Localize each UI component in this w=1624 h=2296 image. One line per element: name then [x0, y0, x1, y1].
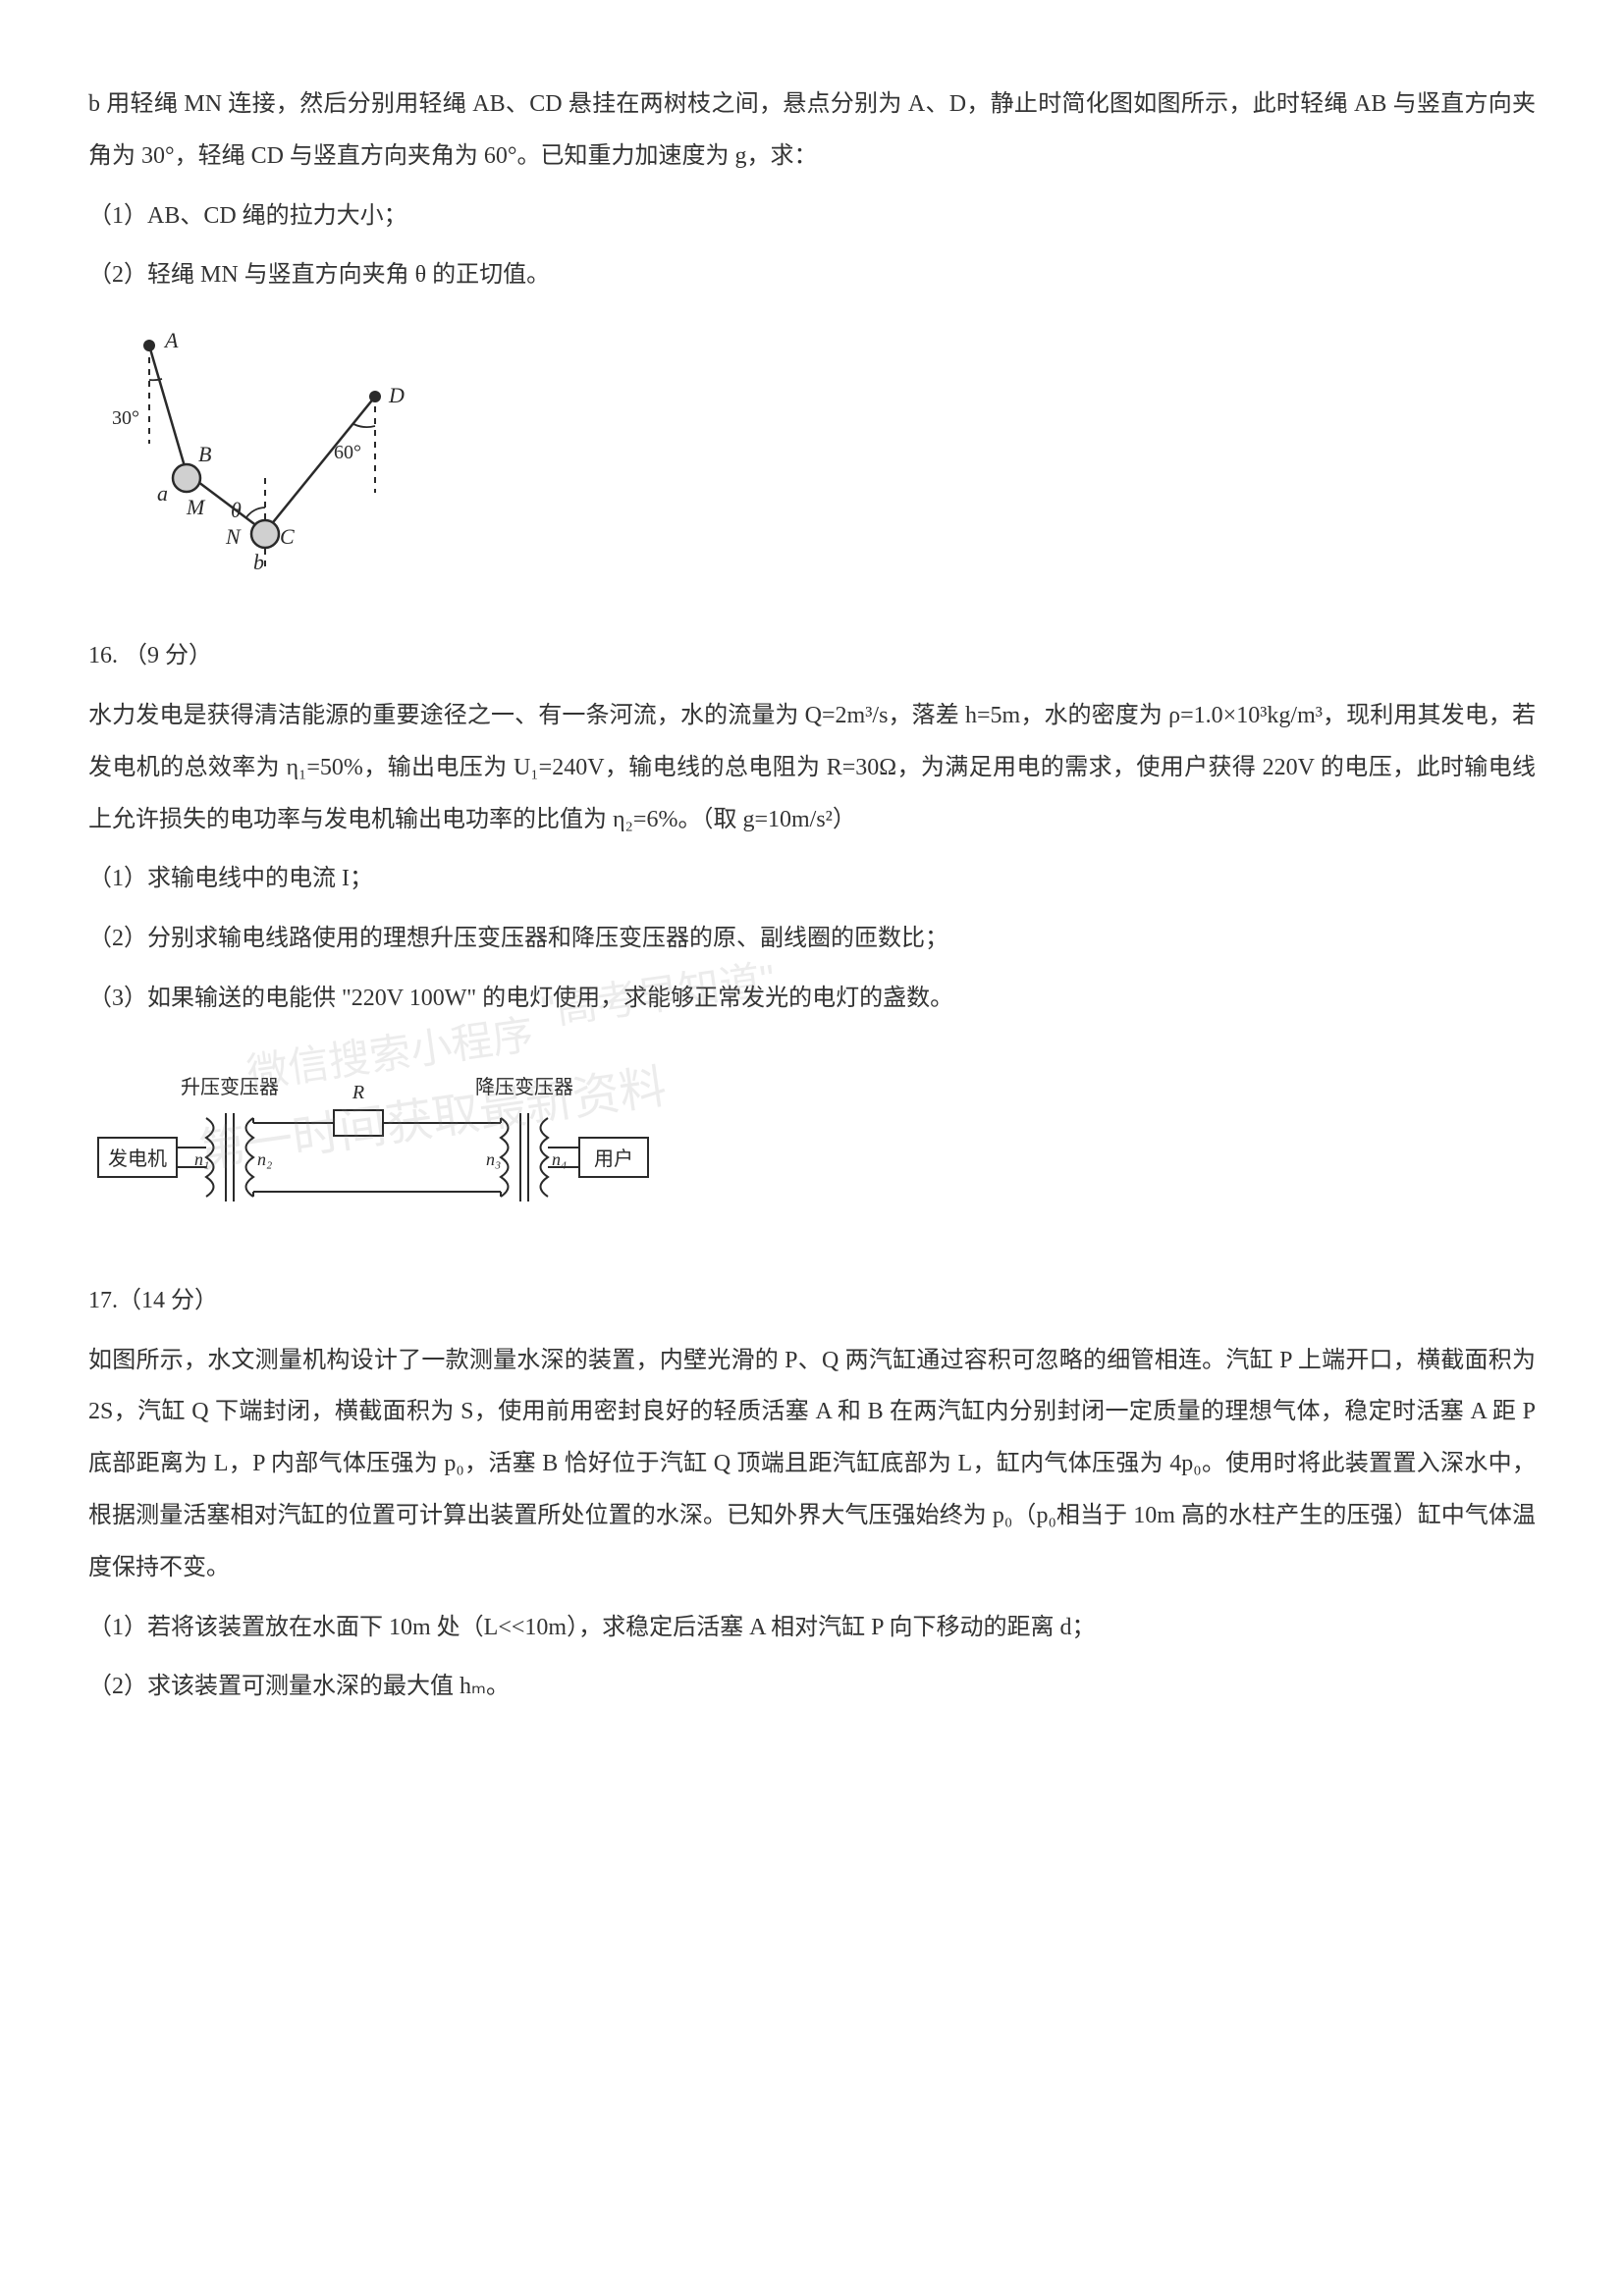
- svg-text:60°: 60°: [334, 442, 361, 463]
- svg-text:发电机: 发电机: [108, 1148, 167, 1170]
- svg-text:D: D: [388, 383, 405, 407]
- svg-text:θ: θ: [231, 498, 242, 522]
- svg-text:C: C: [280, 524, 295, 549]
- q15-figure: A D B C a b M N θ 30° 60°: [88, 326, 1536, 601]
- svg-text:N: N: [225, 524, 242, 549]
- q17-sub2: （2）求该装置可测量水深的最大值 hₘ。: [88, 1661, 1536, 1713]
- q17-sub1: （1）若将该装置放在水面下 10m 处（L<<10m），求稳定后活塞 A 相对汽…: [88, 1602, 1536, 1654]
- svg-text:n₁: n₁: [194, 1149, 209, 1169]
- svg-text:a: a: [157, 481, 168, 506]
- q15-sub2: （2）轻绳 MN 与竖直方向夹角 θ 的正切值。: [88, 249, 1536, 301]
- svg-text:b: b: [253, 550, 264, 574]
- q16-sub3: （3）如果输送的电能供 "220V 100W" 的电灯使用，求能够正常发光的电灯…: [88, 973, 1536, 1025]
- q17-header: 17.（14 分）: [88, 1275, 1536, 1327]
- q16-sub1: （1）求输电线中的电流 I；: [88, 853, 1536, 905]
- svg-text:用户: 用户: [594, 1148, 633, 1170]
- svg-text:A: A: [163, 328, 179, 352]
- svg-text:M: M: [186, 495, 206, 519]
- q15-sub1: （1）AB、CD 绳的拉力大小；: [88, 190, 1536, 242]
- svg-text:30°: 30°: [112, 407, 139, 429]
- q16-header: 16. （9 分）: [88, 630, 1536, 682]
- q15-diagram-svg: A D B C a b M N θ 30° 60°: [88, 326, 422, 601]
- svg-text:R: R: [352, 1082, 364, 1103]
- svg-text:n₂: n₂: [257, 1149, 272, 1169]
- q16-circuit-svg: 发电机 n₁ n₂ 升压变压器 R n₃ n₄ 降压变压器 用户: [88, 1049, 697, 1246]
- svg-text:n₃: n₃: [486, 1149, 501, 1169]
- q15-intro: b 用轻绳 MN 连接，然后分别用轻绳 AB、CD 悬挂在两树枝之间，悬点分别为…: [88, 79, 1536, 183]
- svg-text:升压变压器: 升压变压器: [181, 1076, 279, 1098]
- q16-sub2: （2）分别求输电线路使用的理想升压变压器和降压变压器的原、副线圈的匝数比；: [88, 913, 1536, 965]
- q16-intro: 水力发电是获得清洁能源的重要途径之一、有一条河流，水的流量为 Q=2m³/s，落…: [88, 690, 1536, 845]
- q16-figure: 发电机 n₁ n₂ 升压变压器 R n₃ n₄ 降压变压器 用户: [88, 1049, 1536, 1246]
- svg-text:降压变压器: 降压变压器: [475, 1076, 573, 1098]
- q17-intro: 如图所示，水文测量机构设计了一款测量水深的装置，内壁光滑的 P、Q 两汽缸通过容…: [88, 1335, 1536, 1594]
- svg-text:B: B: [198, 442, 211, 466]
